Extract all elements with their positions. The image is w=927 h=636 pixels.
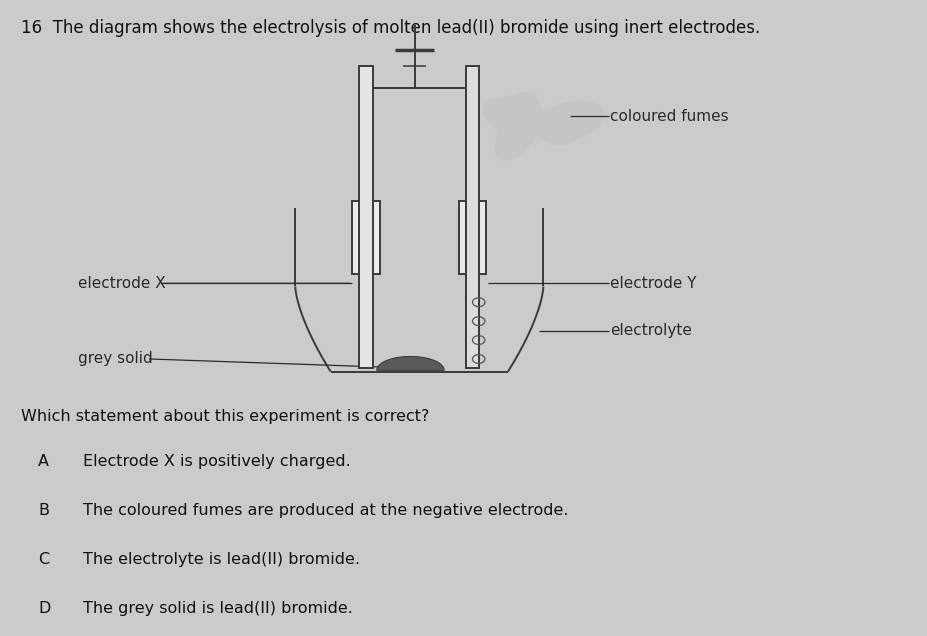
Text: Which statement about this experiment is correct?: Which statement about this experiment is… — [20, 410, 429, 424]
Text: coloured fumes: coloured fumes — [610, 109, 729, 124]
Text: electrode Y: electrode Y — [610, 276, 696, 291]
Bar — [459, 202, 486, 274]
Polygon shape — [483, 92, 604, 160]
Text: 16  The diagram shows the electrolysis of molten lead(II) bromide using inert el: 16 The diagram shows the electrolysis of… — [20, 18, 760, 36]
Text: electrolyte: electrolyte — [610, 323, 692, 338]
Text: B: B — [38, 502, 49, 518]
Text: A: A — [38, 453, 49, 469]
Text: Electrode X is positively charged.: Electrode X is positively charged. — [83, 453, 350, 469]
Text: The electrolyte is lead(II) bromide.: The electrolyte is lead(II) bromide. — [83, 552, 360, 567]
Bar — [352, 202, 380, 274]
Bar — [466, 66, 478, 368]
Text: The grey solid is lead(II) bromide.: The grey solid is lead(II) bromide. — [83, 601, 352, 616]
Text: The coloured fumes are produced at the negative electrode.: The coloured fumes are produced at the n… — [83, 502, 568, 518]
Text: D: D — [38, 601, 51, 616]
Text: electrode X: electrode X — [78, 276, 166, 291]
Polygon shape — [376, 356, 444, 370]
Bar — [359, 66, 374, 368]
Text: grey solid: grey solid — [78, 352, 153, 366]
Text: C: C — [38, 552, 49, 567]
